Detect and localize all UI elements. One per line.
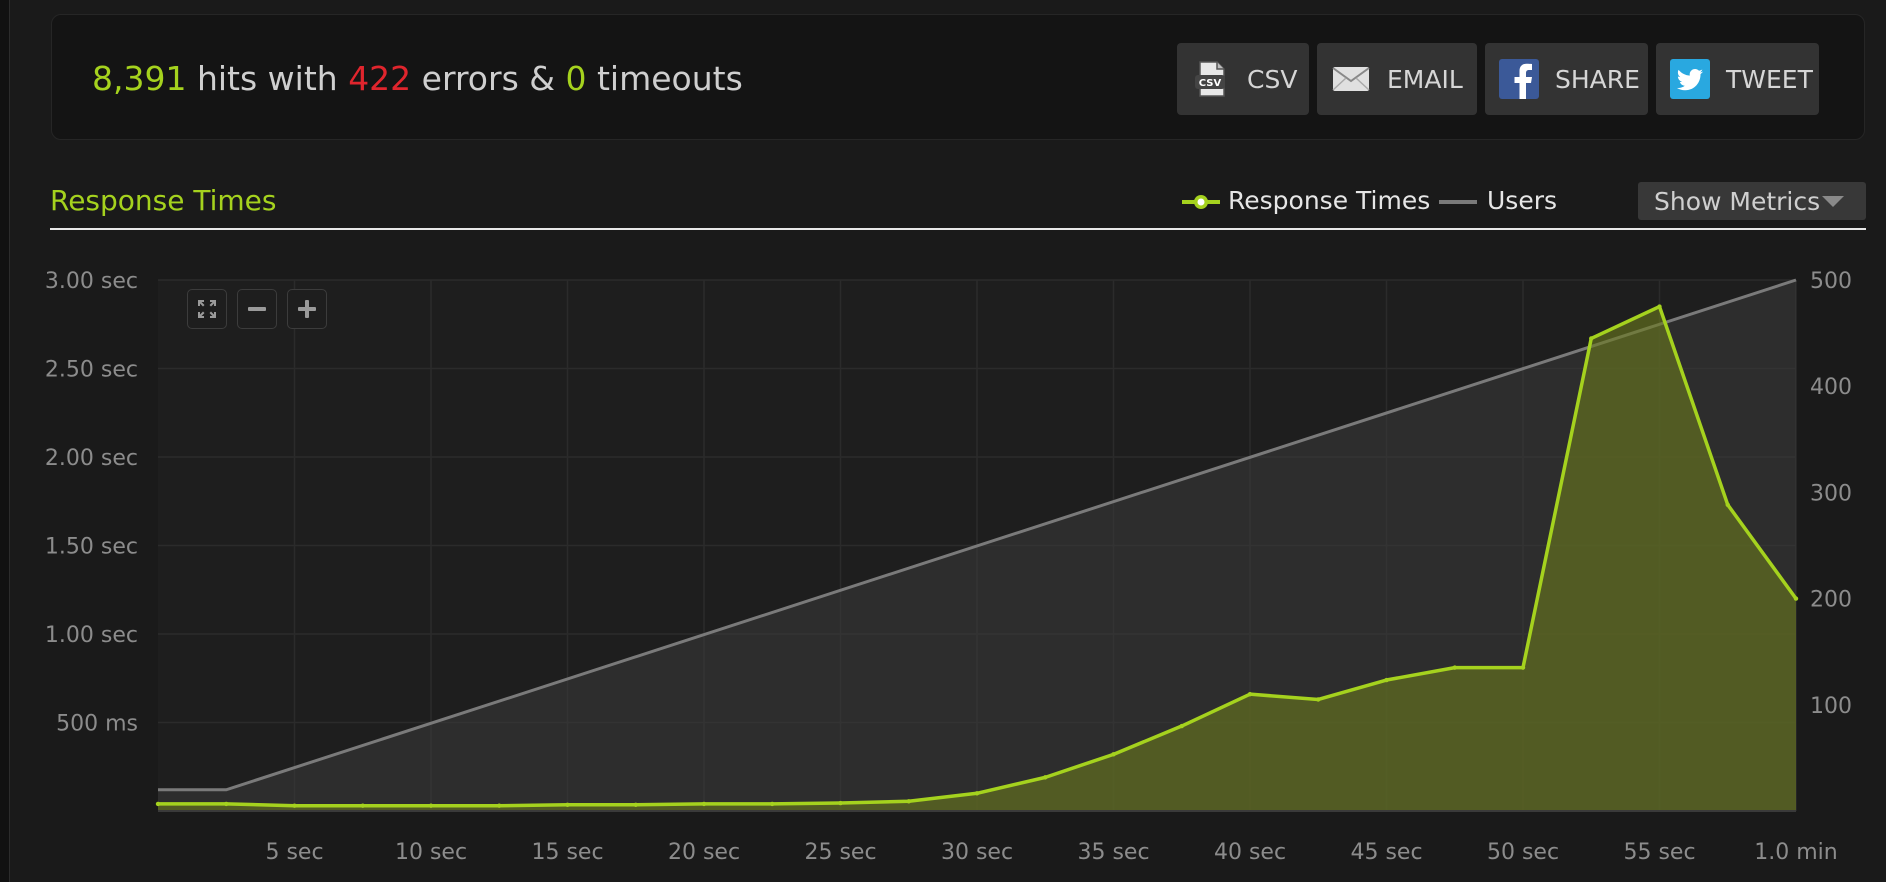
svg-text:CSV: CSV	[1199, 78, 1222, 89]
x-tick-label: 25 sec	[804, 840, 876, 865]
errors-count: 422	[348, 59, 412, 98]
legend-users[interactable]: Users	[1437, 186, 1557, 217]
y-right-tick-label: 100	[1810, 694, 1852, 719]
x-tick-label: 5 sec	[265, 840, 323, 865]
section-title: Response Times	[50, 184, 277, 217]
x-tick-label: 10 sec	[395, 840, 467, 865]
y-left-tick-label: 2.00 sec	[45, 446, 138, 471]
response-times-point	[701, 801, 707, 807]
errors-label: errors &	[411, 59, 566, 98]
x-tick-label: 40 sec	[1214, 840, 1286, 865]
legend-response-times-label: Response Times	[1228, 186, 1431, 215]
email-button-label: EMAIL	[1387, 64, 1463, 94]
facebook-icon	[1499, 59, 1539, 99]
response-times-point	[292, 803, 297, 808]
summary-banner: 8,391 hits with 422 errors & 0 timeouts …	[51, 14, 1865, 140]
x-tick-label: 30 sec	[941, 840, 1013, 865]
response-times-point	[906, 799, 911, 804]
legend-response-times-marker	[1182, 195, 1220, 209]
response-times-point	[1520, 665, 1526, 670]
response-times-point	[1725, 502, 1730, 507]
response-times-point	[497, 803, 502, 808]
response-times-point	[1316, 697, 1321, 702]
y-left-tick-label: 2.50 sec	[45, 358, 138, 383]
x-tick-label: 20 sec	[668, 840, 740, 865]
y-right-tick-label: 400	[1810, 375, 1852, 400]
hits-count: 8,391	[92, 59, 187, 98]
chevron-down-icon	[1822, 196, 1844, 207]
response-times-point	[1793, 596, 1799, 601]
summary-text: 8,391 hits with 422 errors & 0 timeouts	[92, 59, 743, 98]
expand-icon	[198, 300, 216, 318]
csv-button[interactable]: CSV CSV	[1177, 43, 1309, 115]
response-times-point	[1589, 336, 1594, 341]
timeouts-count: 0	[565, 59, 587, 98]
legend-response-times[interactable]: Response Times	[1180, 186, 1430, 217]
response-times-point	[1111, 752, 1116, 757]
y-right-tick-label: 300	[1810, 481, 1852, 506]
response-times-point	[565, 802, 570, 808]
response-times-point	[1452, 665, 1457, 670]
csv-button-label: CSV	[1247, 64, 1298, 94]
csv-file-icon: CSV	[1191, 59, 1231, 99]
show-metrics-label: Show Metrics	[1654, 186, 1821, 216]
y-left-tick-label: 3.00 sec	[45, 269, 138, 294]
response-times-point	[1247, 691, 1253, 697]
y-left-tick-label: 1.00 sec	[45, 623, 138, 648]
response-times-point	[1657, 304, 1662, 309]
timeouts-label: timeouts	[586, 59, 743, 98]
x-tick-label: 45 sec	[1350, 840, 1422, 865]
tweet-button-label: TWEET	[1726, 64, 1813, 94]
series-layer	[155, 278, 1799, 811]
y-right-tick-label: 200	[1810, 588, 1852, 613]
fullscreen-button[interactable]	[187, 289, 227, 329]
left-axis-tick-labels: 500 ms 1.00 sec 1.50 sec 2.00 sec 2.50 sec 3.…	[45, 269, 138, 737]
response-times-point	[1179, 723, 1184, 729]
response-times-area	[158, 306, 1796, 811]
response-times-point	[224, 801, 229, 807]
x-tick-label: 50 sec	[1487, 840, 1559, 865]
legend-users-marker	[1439, 200, 1477, 204]
minus-icon	[248, 307, 266, 311]
x-axis-tick-labels: 5 sec 10 sec 15 sec 20 sec 25 sec 30 sec 35 se…	[265, 840, 1837, 865]
response-times-point	[1384, 677, 1389, 683]
tweet-button[interactable]: TWEET	[1656, 43, 1819, 115]
x-tick-label: 55 sec	[1623, 840, 1695, 865]
response-times-point	[155, 801, 161, 807]
response-times-point	[974, 791, 980, 796]
right-axis-tick-labels: 100 200 300 400 500	[1810, 269, 1852, 719]
y-right-tick-label: 500	[1810, 269, 1852, 294]
users-line	[158, 278, 1797, 792]
left-edge-bar	[0, 0, 10, 882]
twitter-icon	[1670, 59, 1710, 99]
x-tick-label: 35 sec	[1077, 840, 1149, 865]
zoom-out-button[interactable]	[237, 289, 277, 329]
x-tick-label: 1.0 min	[1754, 840, 1837, 865]
y-left-tick-label: 500 ms	[56, 712, 138, 737]
email-button[interactable]: EMAIL	[1317, 43, 1477, 115]
x-tick-label: 15 sec	[531, 840, 603, 865]
share-button-label: SHARE	[1555, 64, 1640, 94]
response-times-point	[838, 800, 843, 806]
response-times-point	[1043, 775, 1048, 780]
response-times-point	[633, 802, 638, 808]
share-button[interactable]: SHARE	[1485, 43, 1648, 115]
response-times-point	[770, 801, 775, 807]
section-divider	[50, 228, 1866, 230]
response-times-point	[428, 803, 434, 808]
show-metrics-dropdown[interactable]: Show Metrics	[1638, 182, 1866, 220]
hits-label: hits with	[186, 59, 349, 98]
legend-users-label: Users	[1487, 186, 1558, 215]
plus-icon	[298, 300, 316, 318]
zoom-in-button[interactable]	[287, 289, 327, 329]
response-times-point	[360, 803, 365, 808]
envelope-icon	[1331, 59, 1371, 99]
y-left-tick-label: 1.50 sec	[45, 535, 138, 560]
